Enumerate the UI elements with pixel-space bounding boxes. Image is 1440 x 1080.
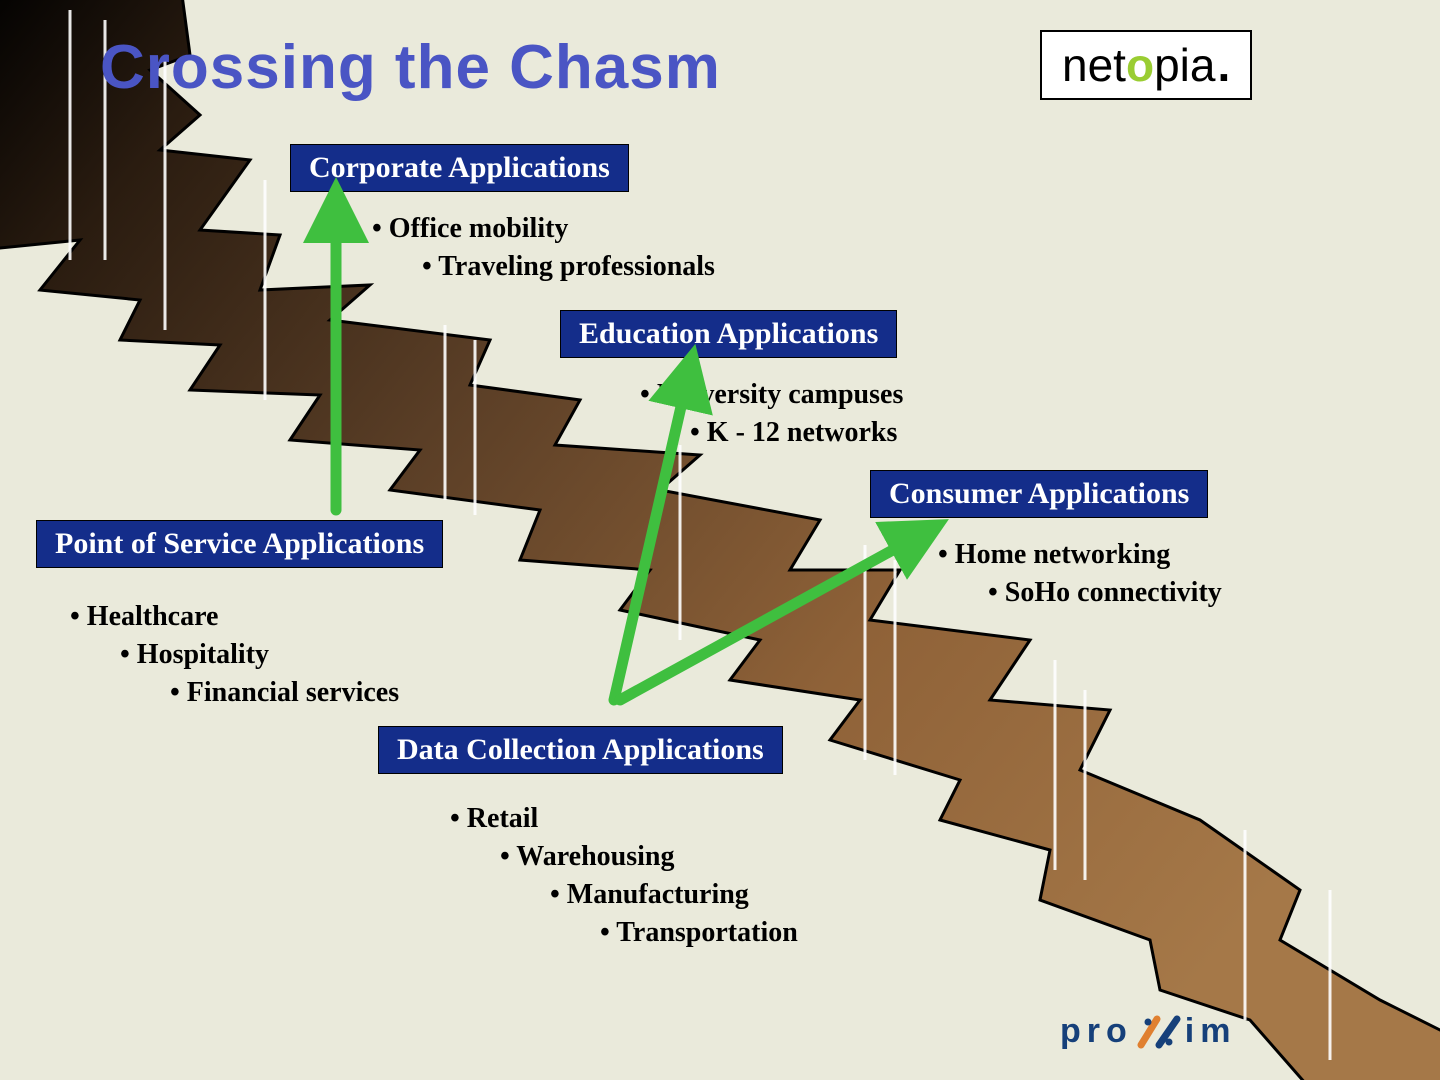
bullet-item: • Retail xyxy=(450,800,798,838)
logo-o: o xyxy=(1126,38,1154,92)
bullet-item: • Home networking xyxy=(938,536,1222,574)
footer-text1: pro xyxy=(1060,1012,1133,1051)
category-box-education: Education Applications xyxy=(560,310,897,358)
bullets-corporate: • Office mobility• Traveling professiona… xyxy=(372,210,715,286)
bullet-item: • Office mobility xyxy=(372,210,715,248)
bullet-item: • Manufacturing xyxy=(450,876,798,914)
logo-suffix: pia xyxy=(1154,38,1215,92)
category-box-data: Data Collection Applications xyxy=(378,726,783,774)
logo-netopia: netopia. xyxy=(1040,30,1252,100)
bullet-item: • Financial services xyxy=(70,674,399,712)
category-box-pos: Point of Service Applications xyxy=(36,520,443,568)
footer-x-icon xyxy=(1137,1015,1181,1049)
bullet-item: • Traveling professionals xyxy=(372,248,715,286)
slide-title: Crossing the Chasm xyxy=(100,32,721,103)
bullet-item: • SoHo connectivity xyxy=(938,574,1222,612)
bullets-pos: • Healthcare• Hospitality• Financial ser… xyxy=(70,598,399,712)
bullet-item: • Transportation xyxy=(450,914,798,952)
bullets-consumer: • Home networking• SoHo connectivity xyxy=(938,536,1222,612)
category-box-consumer: Consumer Applications xyxy=(870,470,1208,518)
bullets-education: • University campuses• K - 12 networks xyxy=(640,376,903,452)
logo-dot: . xyxy=(1217,38,1230,92)
bullet-item: • K - 12 networks xyxy=(640,414,903,452)
bullet-item: • Healthcare xyxy=(70,598,399,636)
bullet-item: • Warehousing xyxy=(450,838,798,876)
arrow xyxy=(620,535,920,700)
logo-proxim: pro im xyxy=(1060,1012,1236,1051)
bullets-data: • Retail• Warehousing• Manufacturing• Tr… xyxy=(450,800,798,952)
footer-text2: im xyxy=(1185,1012,1237,1051)
category-box-corporate: Corporate Applications xyxy=(290,144,629,192)
bullet-item: • Hospitality xyxy=(70,636,399,674)
bullet-item: • University campuses xyxy=(640,376,903,414)
logo-prefix: net xyxy=(1062,38,1126,92)
